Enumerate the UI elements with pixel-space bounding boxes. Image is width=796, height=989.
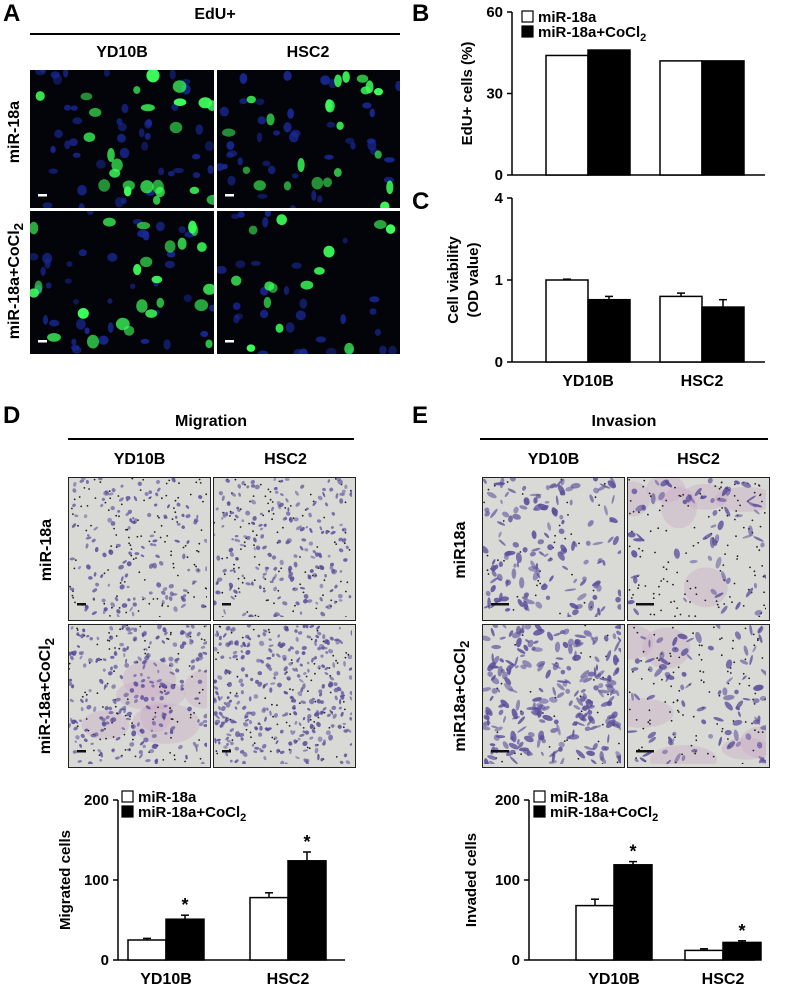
panel-label-a: A	[3, 0, 21, 27]
legend-swatch	[521, 25, 534, 38]
bar-hsc2-mir18a-cocl2	[701, 60, 745, 176]
bar-hsc2-mir18a	[249, 896, 289, 961]
y-axis-label: Invaded cells	[463, 833, 480, 927]
migration-image-yd10b-mir18a	[68, 477, 211, 621]
panel-a-col-hsc2: HSC2	[286, 44, 330, 61]
panel-label-d: D	[3, 402, 21, 429]
y-axis-label: Migrated cells	[57, 830, 74, 930]
x-tick-label-hsc2: HSC2	[267, 971, 310, 988]
chart-e: 0 100 200 Invaded cells * YD10B * HSC2 miR-18ami…	[463, 789, 762, 988]
panel-d-col-yd10b: YD10B	[113, 451, 166, 468]
panel-e-header-rule	[480, 438, 768, 440]
panel-d-row-mir18a-cocl2: miR-18a+CoCl2	[36, 637, 58, 755]
migration-image-hsc2-mir18a	[213, 477, 356, 621]
panel-a-row-mir18a-cocl2: miR-18a+CoCl2	[5, 222, 27, 340]
panel-a-header: EdU+	[194, 6, 236, 23]
invasion-image-yd10b-mir18a-cocl2	[482, 624, 625, 768]
y-tick-label: 0	[495, 167, 503, 184]
x-tick-label-yd10b: YD10B	[562, 373, 614, 390]
panel-a-header-rule	[30, 33, 400, 35]
panel-e-col-yd10b: YD10B	[527, 451, 580, 468]
migration-image-yd10b-mir18a-cocl2	[68, 624, 211, 768]
legend-label: miR-18a+CoCl2	[538, 24, 646, 44]
panel-label-c: C	[412, 188, 430, 215]
significance-marker: *	[181, 895, 188, 915]
significance-marker: *	[303, 832, 310, 852]
y-tick-label: 100	[84, 872, 109, 889]
panel-d-header: Migration	[175, 413, 247, 430]
y-axis-label: (OD value)	[465, 242, 482, 317]
legend-swatch	[533, 805, 546, 818]
bar-hsc2-mir18a-cocl2	[701, 306, 745, 363]
legend-label: miR-18a	[138, 789, 197, 806]
bar-hsc2-mir18a	[659, 295, 703, 363]
edu-image-yd10b-mir18a	[30, 70, 214, 208]
legend-swatch	[121, 805, 134, 818]
y-tick-label: 0	[512, 952, 520, 969]
bar-yd10b-mir18a	[127, 939, 167, 961]
panel-d-col-hsc2: HSC2	[264, 451, 307, 468]
bar-yd10b-mir18a-cocl2	[613, 864, 653, 961]
invasion-image-yd10b-mir18a	[482, 477, 625, 621]
significance-marker: *	[738, 921, 745, 941]
x-tick-label-yd10b: YD10B	[140, 971, 192, 988]
edu-image-hsc2-mir18a-cocl2	[217, 211, 400, 354]
chart-d: 0 100 200 Migrated cells * YD10B * HSC2 miR-18am…	[57, 789, 345, 988]
y-tick-label: 1	[495, 272, 503, 289]
migration-image-hsc2-mir18a-cocl2	[213, 624, 356, 768]
y-axis-label: Cell viability	[445, 236, 462, 324]
panel-e-header: Invasion	[591, 413, 657, 430]
chart-c: 0 1 4 Cell viability (OD value) YD10B HSC2	[445, 190, 765, 390]
bar-yd10b-mir18a	[545, 54, 589, 176]
panel-e-col-hsc2: HSC2	[677, 451, 720, 468]
bar-hsc2-mir18a-cocl2	[287, 860, 327, 961]
legend-swatch	[521, 10, 534, 23]
y-axis-label: EdU+ cells (%)	[459, 42, 476, 146]
bar-hsc2-mir18a	[684, 949, 724, 961]
panel-label-e: E	[412, 402, 429, 429]
invasion-image-hsc2-mir18a-cocl2	[627, 624, 770, 768]
bar-yd10b-mir18a-cocl2	[165, 918, 205, 961]
panel-e-row-mir18a: miR18a	[451, 521, 469, 579]
y-tick-label: 30	[486, 86, 503, 103]
panel-a-row-mir18a: miR-18a	[5, 100, 23, 164]
y-tick-label: 200	[495, 792, 520, 809]
bar-yd10b-mir18a-cocl2	[587, 49, 631, 176]
x-tick-label-hsc2: HSC2	[681, 373, 724, 390]
bar-yd10b-mir18a-cocl2	[587, 298, 631, 363]
legend-label: miR-18a+CoCl2	[138, 804, 246, 824]
y-tick-label: 0	[101, 952, 109, 969]
legend-label: miR-18a	[550, 789, 609, 806]
panel-a-col-yd10b: YD10B	[96, 44, 148, 61]
legend-swatch	[121, 790, 134, 803]
significance-marker: *	[629, 842, 636, 862]
y-tick-label: 100	[495, 872, 520, 889]
y-tick-label: 0	[495, 354, 503, 371]
legend-label: miR-18a+CoCl2	[550, 804, 658, 824]
bar-hsc2-mir18a-cocl2	[722, 941, 762, 961]
bar-yd10b-mir18a	[545, 279, 589, 363]
y-tick-label: 4	[495, 190, 504, 207]
bar-hsc2-mir18a	[659, 60, 703, 176]
panel-d-row-mir18a: miR-18a	[37, 518, 55, 582]
legend-label: miR-18a	[538, 9, 597, 26]
panel-d-header-rule	[68, 438, 354, 440]
y-tick-label: 200	[84, 792, 109, 809]
panel-label-b: B	[412, 0, 430, 27]
x-tick-label-yd10b: YD10B	[588, 971, 640, 988]
bar-yd10b-mir18a	[575, 904, 615, 961]
edu-image-hsc2-mir18a	[217, 70, 400, 208]
legend-swatch	[533, 790, 546, 803]
edu-image-yd10b-mir18a-cocl2	[30, 211, 214, 354]
x-tick-label-hsc2: HSC2	[702, 971, 745, 988]
y-tick-label: 60	[486, 4, 503, 21]
panel-e-row-mir18a-cocl2: miR18a+CoCl2	[451, 640, 473, 752]
invasion-image-hsc2-mir18a	[627, 477, 770, 621]
